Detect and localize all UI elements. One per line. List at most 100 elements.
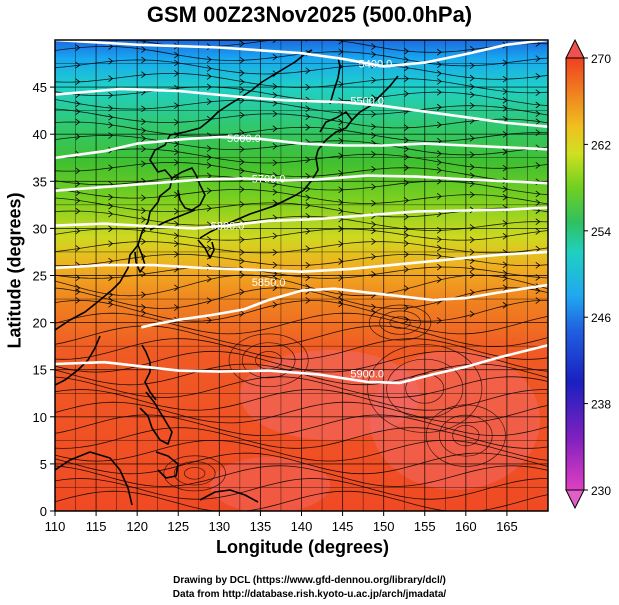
streamline-arrow xyxy=(371,165,377,173)
streamline-arrow xyxy=(141,127,147,134)
colorbar: 230 238 246 254 262 270 xyxy=(565,38,611,510)
streamline-arrow xyxy=(436,150,442,157)
circulation-swirl xyxy=(163,455,226,492)
streamline-arrow xyxy=(239,145,245,153)
streamline-arrow xyxy=(436,276,442,283)
x-tick-label: 120 xyxy=(126,519,148,534)
y-tick-label: 30 xyxy=(33,221,47,236)
streamline-arrow xyxy=(469,163,475,171)
streamline-arrow xyxy=(404,124,409,132)
streamline-arrow xyxy=(141,135,147,142)
streamline-arrow xyxy=(436,252,442,260)
streamline-arrow xyxy=(404,266,409,273)
streamline-arrow xyxy=(206,275,212,283)
streamline-arrow xyxy=(404,285,409,292)
streamline-arrow xyxy=(436,244,442,252)
x-tick-label: 110 xyxy=(45,519,66,534)
streamline-arrow xyxy=(141,238,147,245)
coastline-luzon xyxy=(141,344,157,401)
streamline-arrow xyxy=(108,113,114,121)
streamline-arrow xyxy=(206,145,212,152)
streamline-arrow xyxy=(371,303,377,311)
streamline-arrow xyxy=(272,110,278,118)
streamline-arrow xyxy=(404,47,409,55)
streamline-arrow xyxy=(469,45,475,53)
streamline-arrow xyxy=(108,202,114,210)
streamline-arrow xyxy=(469,102,475,109)
streamline-arrow xyxy=(239,86,245,94)
streamline-arrow xyxy=(206,236,212,243)
streamline-arrow xyxy=(108,297,114,304)
contour-label: 5900.0 xyxy=(350,368,384,380)
streamline-arrow xyxy=(272,275,278,282)
streamline-arrow xyxy=(469,135,475,142)
streamline-arrow xyxy=(206,65,212,72)
streamline-arrow xyxy=(404,197,409,204)
streamline-arrow xyxy=(75,207,81,215)
streamline-arrow xyxy=(436,48,442,56)
streamline-arrow xyxy=(141,309,147,317)
x-tick-label: 155 xyxy=(414,519,436,534)
streamline-arrow xyxy=(206,187,212,195)
streamline-arrow xyxy=(239,167,245,175)
y-tick-label: 35 xyxy=(33,174,47,189)
streamline-arrow xyxy=(404,164,409,172)
streamline-arrow xyxy=(75,189,81,197)
streamline-arrow xyxy=(75,78,81,86)
streamline-arrow xyxy=(535,228,541,235)
streamline-arrow xyxy=(75,197,81,204)
coastline-taiwan xyxy=(134,244,146,273)
streamline-arrow xyxy=(535,218,541,225)
streamline-arrow xyxy=(75,297,81,304)
streamline-arrow xyxy=(108,75,114,82)
streamline-arrow xyxy=(404,240,409,247)
coastline-kurils xyxy=(351,75,399,121)
streamline-arrow xyxy=(535,190,541,198)
colorbar-tick-label: 238 xyxy=(591,398,611,412)
height-contour xyxy=(55,40,548,68)
contour-label: 5800.0 xyxy=(211,221,245,233)
y-axis-label: Latitude (degrees) xyxy=(4,192,25,349)
x-axis-label: Longitude (degrees) xyxy=(215,537,389,557)
streamline-arrow xyxy=(206,98,212,106)
streamline-arrow xyxy=(108,210,114,218)
x-tick-label: 165 xyxy=(496,519,518,534)
streamline-arrow xyxy=(404,56,409,64)
streamline-arrow xyxy=(206,245,212,252)
streamline-arrow xyxy=(108,121,114,129)
circulation-swirl xyxy=(255,351,283,370)
y-tick-label: 0 xyxy=(40,504,47,519)
height-contour xyxy=(55,174,548,192)
streamline-arrow xyxy=(371,123,377,131)
streamline-arrow xyxy=(469,172,475,180)
streamline-arrow xyxy=(469,74,475,82)
height-contour xyxy=(55,206,548,230)
streamline-arrow xyxy=(371,132,377,139)
streamline-arrow xyxy=(272,249,278,256)
streamline-arrow xyxy=(469,91,475,99)
streamline-arrow xyxy=(404,75,409,83)
streamline-arrow xyxy=(108,57,114,65)
streamline-arrow xyxy=(535,261,541,269)
streamline-arrow xyxy=(108,91,114,99)
streamline-arrow xyxy=(305,113,311,120)
streamline-arrow xyxy=(75,100,81,108)
streamline-arrow xyxy=(75,118,81,126)
contour-label: 5400.0 xyxy=(359,59,393,71)
streamline-arrow xyxy=(436,78,442,85)
streamline-arrow xyxy=(305,194,311,201)
circulation-swirl xyxy=(228,333,309,388)
x-tick-label: 115 xyxy=(86,519,107,534)
contour-label: 5600.0 xyxy=(227,133,261,145)
streamline-arrow xyxy=(272,40,278,43)
streamline-arrow xyxy=(206,162,212,169)
streamline-arrow xyxy=(206,73,212,80)
streamline-arrow xyxy=(436,236,442,243)
circulation-swirl xyxy=(184,467,206,480)
streamline-arrow xyxy=(404,232,409,239)
streamline-arrow xyxy=(108,257,114,265)
streamline-arrow xyxy=(206,172,212,180)
streamline-arrow xyxy=(75,133,81,141)
streamline-arrow xyxy=(371,238,377,245)
x-axis-ticks: 110 115 120 125 130 135 140 145 150 155 160 165 xyxy=(45,511,518,534)
